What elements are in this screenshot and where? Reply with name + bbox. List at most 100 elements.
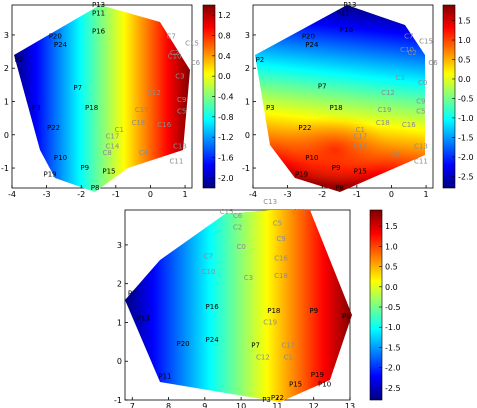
x-tick-label: -3: [284, 190, 292, 199]
colorbar-tick-label: 0.5: [458, 56, 471, 65]
point-label-c5: C5: [416, 107, 425, 115]
point-label-c14: C14: [353, 142, 367, 150]
y-tick-label: 1: [245, 97, 250, 106]
point-label-p18: P18: [85, 104, 98, 112]
point-label-p19: P19: [44, 171, 57, 179]
point-label-c10: C10: [400, 46, 414, 54]
colorbar-tick-label: 1.5: [385, 222, 398, 231]
point-label-c5: C5: [273, 220, 282, 228]
x-tick-label: -4: [249, 190, 257, 199]
colorbar-tick-label: -0.4: [218, 93, 234, 102]
point-label-p18: P18: [267, 307, 280, 315]
colorbar: [442, 4, 456, 189]
point-label-c13: C13: [414, 142, 428, 150]
point-label-c9: C9: [416, 97, 425, 105]
point-label-c10: C10: [168, 53, 182, 61]
y-tick-label: 0: [245, 131, 250, 140]
point-label-c9: C9: [177, 96, 186, 104]
point-label-c6: C6: [191, 59, 201, 67]
point-label-c1: C1: [356, 126, 365, 134]
colorbar-tick-label: -2.0: [385, 364, 401, 373]
point-label-p8: P8: [335, 184, 344, 192]
y-tick-label: 3: [117, 241, 122, 250]
colorbar-tick-label: -1.6: [218, 154, 234, 163]
y-tick-label: 1: [117, 318, 122, 327]
point-label-p13: P13: [343, 1, 356, 9]
surface-hotspot: [280, 115, 390, 185]
point-label-p8: P8: [91, 184, 100, 192]
point-label-p24: P24: [206, 336, 220, 344]
point-label-p3: P3: [266, 104, 275, 112]
point-label-p3: P3: [32, 104, 41, 112]
point-label-c2: C2: [170, 49, 179, 57]
colorbar-tick-label: 0.0: [458, 75, 471, 84]
colorbar-tick-label: 1.0: [385, 242, 398, 251]
point-label-p22: P22: [271, 394, 284, 402]
x-tick-label: 13: [345, 402, 355, 408]
point-label-c3: C3: [175, 73, 184, 81]
point-label-c16: C16: [157, 121, 171, 129]
point-label-c13: C13: [263, 198, 277, 206]
point-label-p10: P10: [305, 154, 318, 162]
point-label-p13: P13: [92, 1, 105, 9]
point-label-p24: P24: [54, 41, 68, 49]
point-label-c11: C11: [292, 208, 306, 216]
point-label-p15: P15: [102, 167, 115, 175]
colorbar-tick-label: -1.0: [458, 114, 474, 123]
x-tick-label: 7: [130, 402, 135, 408]
y-tick-label: 2: [245, 64, 250, 73]
y-tick-label: -1: [1, 164, 9, 173]
point-label-c6: C6: [233, 212, 243, 220]
x-tick-label: 1: [424, 190, 429, 199]
point-label-p13: P13: [137, 315, 150, 323]
point-label-c3: C3: [395, 74, 404, 82]
point-label-p3: P3: [262, 396, 271, 404]
x-tick-label: -1: [353, 190, 361, 199]
point-label-p22: P22: [47, 124, 60, 132]
point-label-c16: C16: [274, 254, 288, 262]
colorbar-tick-label: 0.4: [218, 52, 231, 61]
point-label-c6: C6: [428, 59, 438, 67]
point-label-p20: P20: [302, 33, 315, 41]
point-label-c18: C18: [274, 272, 288, 280]
y-tick-label: -1: [242, 164, 250, 173]
colorbar-tick-label: 1.0: [458, 36, 471, 45]
point-label-c1: C1: [284, 353, 293, 361]
colorbar-tick-label: -2.0: [458, 153, 474, 162]
x-tick-label: 12: [309, 402, 319, 408]
colorbar-tick-label: -1.0: [385, 323, 401, 332]
colorbar-tick-label: -0.5: [385, 303, 401, 312]
colorbar: [369, 209, 383, 401]
x-tick-label: 8: [166, 402, 171, 408]
point-label-c18: C18: [376, 119, 390, 127]
point-label-c15: C15: [185, 39, 199, 47]
interpolated-surface: [125, 210, 352, 402]
colorbar-tick-label: -0.5: [458, 94, 474, 103]
point-label-c12: C12: [147, 89, 161, 97]
point-label-p2: P2: [128, 289, 137, 297]
colorbar-tick-label: 0.8: [218, 32, 231, 41]
y-tick-label: 3: [4, 31, 9, 40]
point-label-p7: P7: [251, 342, 260, 350]
point-label-p9: P9: [80, 164, 89, 172]
colorbar-tick-label: -2.0: [218, 174, 234, 183]
point-label-c14: C14: [105, 142, 119, 150]
point-label-c5: C5: [177, 107, 186, 115]
point-label-c1: C1: [115, 126, 124, 134]
point-label-c4: C4: [390, 151, 400, 159]
point-label-p7: P7: [73, 84, 82, 92]
colorbar-tick-label: -1.5: [458, 133, 474, 142]
x-tick-label: 10: [236, 402, 246, 408]
colorbar-tick-label: -2.5: [385, 384, 401, 393]
colorbar-tick-label: -1.5: [385, 343, 401, 352]
point-label-c16: C16: [402, 121, 416, 129]
x-tick-label: 0: [148, 190, 153, 199]
colorbar-tick-label: -0.8: [218, 113, 234, 122]
point-label-p11: P11: [336, 9, 349, 17]
point-label-c0: C0: [236, 243, 245, 251]
point-label-c7: C7: [204, 253, 213, 261]
point-label-p16: P16: [340, 26, 354, 34]
